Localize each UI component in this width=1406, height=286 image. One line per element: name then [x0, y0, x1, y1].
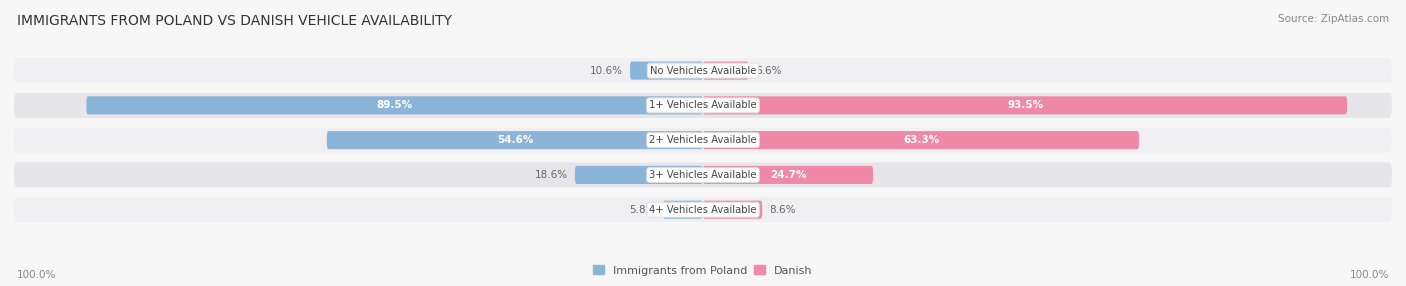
FancyBboxPatch shape — [14, 197, 1392, 222]
Text: IMMIGRANTS FROM POLAND VS DANISH VEHICLE AVAILABILITY: IMMIGRANTS FROM POLAND VS DANISH VEHICLE… — [17, 14, 451, 28]
Text: 54.6%: 54.6% — [496, 135, 533, 145]
FancyBboxPatch shape — [703, 166, 873, 184]
Text: 8.6%: 8.6% — [769, 205, 796, 215]
FancyBboxPatch shape — [14, 58, 1392, 83]
Text: Source: ZipAtlas.com: Source: ZipAtlas.com — [1278, 14, 1389, 24]
Text: 1+ Vehicles Available: 1+ Vehicles Available — [650, 100, 756, 110]
Text: 6.6%: 6.6% — [755, 65, 782, 76]
Text: 3+ Vehicles Available: 3+ Vehicles Available — [650, 170, 756, 180]
Legend: Immigrants from Poland, Danish: Immigrants from Poland, Danish — [589, 261, 817, 280]
Text: 10.6%: 10.6% — [591, 65, 623, 76]
Text: 24.7%: 24.7% — [770, 170, 806, 180]
Text: 100.0%: 100.0% — [17, 270, 56, 280]
FancyBboxPatch shape — [703, 61, 748, 80]
Text: 63.3%: 63.3% — [903, 135, 939, 145]
FancyBboxPatch shape — [14, 93, 1392, 118]
Text: 2+ Vehicles Available: 2+ Vehicles Available — [650, 135, 756, 145]
Text: 5.8%: 5.8% — [630, 205, 657, 215]
Text: 4+ Vehicles Available: 4+ Vehicles Available — [650, 205, 756, 215]
Text: 100.0%: 100.0% — [1350, 270, 1389, 280]
FancyBboxPatch shape — [86, 96, 703, 114]
Text: 89.5%: 89.5% — [377, 100, 413, 110]
FancyBboxPatch shape — [326, 131, 703, 149]
FancyBboxPatch shape — [664, 201, 703, 219]
FancyBboxPatch shape — [575, 166, 703, 184]
Text: 93.5%: 93.5% — [1007, 100, 1043, 110]
FancyBboxPatch shape — [14, 162, 1392, 187]
Text: No Vehicles Available: No Vehicles Available — [650, 65, 756, 76]
FancyBboxPatch shape — [630, 61, 703, 80]
FancyBboxPatch shape — [703, 131, 1139, 149]
Text: 18.6%: 18.6% — [534, 170, 568, 180]
FancyBboxPatch shape — [703, 96, 1347, 114]
FancyBboxPatch shape — [14, 128, 1392, 153]
FancyBboxPatch shape — [703, 201, 762, 219]
